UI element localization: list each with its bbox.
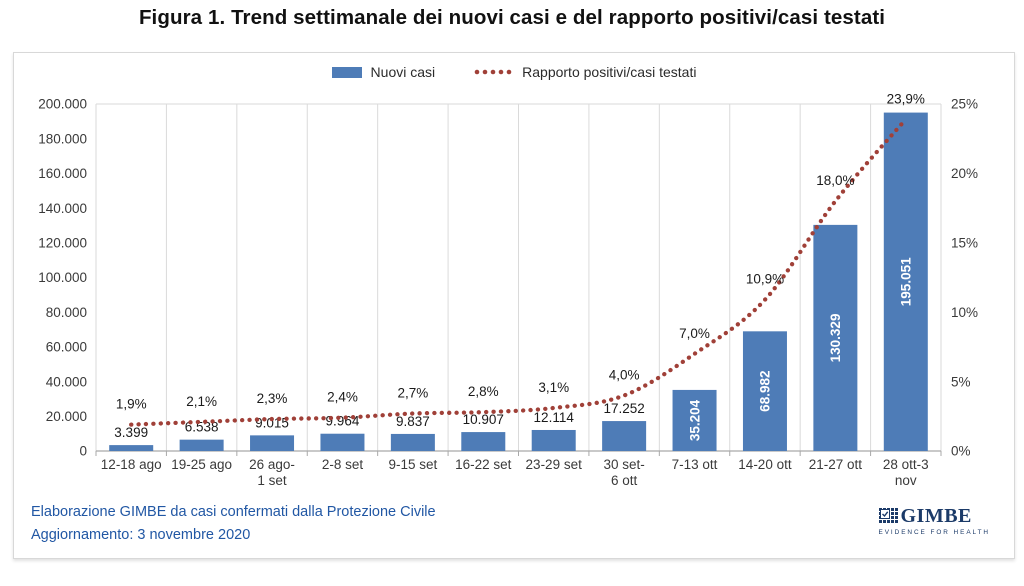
y-left-tick-label: 20.000: [46, 409, 87, 424]
bar-value-label: 3.399: [114, 425, 148, 440]
bar-value-label: 10.907: [463, 412, 504, 427]
bar: [461, 432, 506, 451]
y-left-tick-label: 140.000: [38, 201, 87, 216]
bar-value-label: 130.329: [828, 314, 843, 363]
y-left-tick-label: 0: [79, 444, 87, 459]
bar-value-label: 17.252: [603, 401, 644, 416]
footer: Elaborazione GIMBE da casi confermati da…: [31, 501, 436, 547]
bar-value-label: 9.837: [396, 414, 430, 429]
bar: [179, 439, 224, 451]
rate-point-label: 2,1%: [186, 394, 217, 409]
bar-value-label: 195.051: [899, 257, 914, 306]
rate-point-label: 2,8%: [468, 384, 499, 399]
x-category-label: 30 set-6 ott: [603, 457, 644, 488]
bar: [250, 435, 295, 451]
legend-bar-label: Nuovi casi: [370, 64, 436, 80]
x-category-label: 19-25 ago: [171, 457, 232, 472]
legend-item-nuovi-casi: Nuovi casi: [331, 64, 436, 80]
y-left-tick-label: 40.000: [46, 374, 87, 389]
y-left-tick-label: 160.000: [38, 166, 87, 181]
x-category-label: 23-29 set: [526, 457, 583, 472]
rate-point-label: 18,0%: [816, 173, 854, 188]
gimbe-logo-icon: [878, 508, 898, 523]
footer-updated: Aggiornamento: 3 novembre 2020: [31, 527, 251, 543]
rate-point-label: 4,0%: [609, 367, 640, 382]
rate-point-label: 23,9%: [887, 91, 925, 106]
y-right-tick-label: 0%: [951, 444, 971, 459]
y-left-tick-label: 200.000: [38, 97, 87, 112]
legend-bar-swatch-icon: [331, 66, 362, 78]
footer-source: Elaborazione GIMBE da casi confermati da…: [31, 504, 436, 520]
y-left-tick-label: 60.000: [46, 340, 87, 355]
bar-value-label: 12.114: [534, 410, 575, 425]
gimbe-logo: GIMBE EVIDENCE FOR HEALTH: [878, 505, 991, 536]
y-left-tick-label: 120.000: [38, 236, 87, 251]
rate-point-label: 1,9%: [116, 397, 147, 412]
y-left-tick-label: 100.000: [38, 270, 87, 285]
legend-line-label: Rapporto positivi/casi testati: [522, 64, 697, 80]
bar-value-label: 6.538: [185, 420, 219, 435]
y-left-tick-label: 80.000: [46, 305, 87, 320]
bar: [109, 445, 154, 451]
rate-dotted-line: [129, 117, 908, 427]
chart-legend: Nuovi casi Rapporto positivi/casi testat…: [14, 64, 1014, 80]
chart-title: Figura 1. Trend settimanale dei nuovi ca…: [138, 6, 886, 29]
rate-point-label: 2,4%: [327, 390, 358, 405]
rate-point-label: 2,7%: [397, 386, 428, 401]
y-left-tick-label: 180.000: [38, 131, 87, 146]
bar: [672, 389, 717, 451]
x-category-label: 7-13 ott: [672, 457, 718, 472]
x-category-label: 26 ago-1 set: [249, 457, 295, 488]
bar: [602, 421, 647, 451]
rate-point-label: 7,0%: [679, 326, 710, 341]
x-category-label: 14-20 ott: [738, 457, 792, 472]
y-right-tick-label: 25%: [951, 97, 978, 112]
legend-dotted-line-icon: [474, 69, 512, 75]
x-category-label: 28 ott-3 nov: [883, 457, 929, 488]
rate-point-label: 10,9%: [746, 272, 784, 287]
x-category-label: 21-27 ott: [809, 457, 863, 472]
y-right-tick-label: 15%: [951, 236, 978, 251]
chart-plot: 200.000 180.000 160.000 140.000 120.000 100.0…: [38, 91, 978, 488]
gimbe-logo-name: GIMBE: [900, 505, 972, 527]
x-category-label: 16-22 set: [455, 457, 512, 472]
legend-item-rapporto: Rapporto positivi/casi testati: [473, 64, 696, 80]
y-right-tick-label: 20%: [951, 166, 978, 181]
y-right-tick-label: 5%: [951, 374, 971, 389]
bar: [883, 112, 928, 451]
bar-value-label: 68.982: [758, 371, 773, 412]
bar: [390, 433, 435, 451]
bar-value-label: 35.204: [687, 399, 702, 441]
bar: [320, 433, 365, 451]
chart-card: 200.000 180.000 160.000 140.000 120.000 100.0…: [13, 52, 1015, 559]
bar: [531, 429, 576, 451]
rate-point-label: 3,1%: [538, 380, 569, 395]
rate-point-label: 2,3%: [257, 391, 288, 406]
x-category-label: 9-15 set: [388, 457, 437, 472]
bar: [813, 224, 858, 451]
y-right-tick-label: 10%: [951, 305, 978, 320]
gimbe-logo-tagline: EVIDENCE FOR HEALTH: [878, 529, 990, 536]
x-category-label: 12-18 ago: [101, 457, 162, 472]
bar: [742, 331, 787, 451]
x-category-label: 2-8 set: [322, 457, 364, 472]
